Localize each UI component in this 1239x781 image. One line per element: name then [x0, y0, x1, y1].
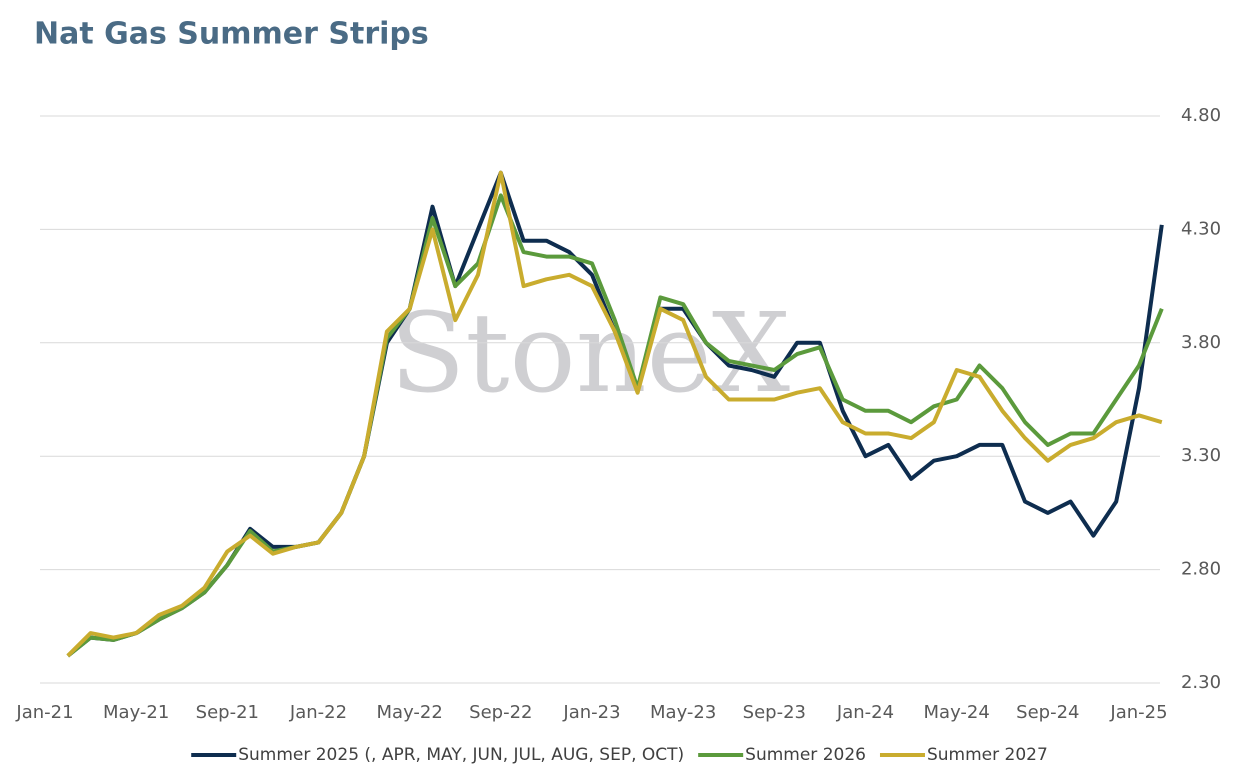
x-tick-label: May-23 — [650, 702, 716, 723]
series-line — [66, 193, 1164, 658]
chart-title: Nat Gas Summer Strips — [34, 17, 429, 52]
x-tick-label: Sep-24 — [1016, 702, 1079, 723]
grid: 2.30 2.80 3.30 3.80 4.30 4.80 Jan-21 May-21 Sep-… — [15, 105, 1221, 723]
y-tick-label: 2.80 — [1181, 559, 1221, 580]
y-tick-label: 2.30 — [1181, 672, 1221, 693]
legend: Summer 2025 (, APR, MAY, JUN, JUL, AUG, … — [191, 745, 1048, 765]
legend-label: Summer 2027 — [927, 745, 1048, 765]
x-tick-label: Jan-25 — [1109, 702, 1167, 723]
legend-label: Summer 2025 (, APR, MAY, JUN, JUL, AUG, … — [238, 745, 684, 765]
x-tick-label: May-22 — [377, 702, 443, 723]
x-tick-label: May-21 — [103, 702, 169, 723]
plot — [66, 170, 1164, 658]
x-tick-label: Sep-21 — [196, 702, 259, 723]
legend-label: Summer 2026 — [745, 745, 866, 765]
series-line — [66, 170, 1163, 658]
x-tick-label: Jan-21 — [15, 702, 73, 723]
y-tick-label: 3.80 — [1181, 332, 1221, 353]
x-tick-label: Jan-23 — [562, 702, 620, 723]
x-tick-label: Sep-22 — [469, 702, 532, 723]
y-tick-label: 4.30 — [1181, 218, 1221, 239]
x-tick-label: Sep-23 — [743, 702, 806, 723]
x-tick-label: Jan-22 — [289, 702, 347, 723]
x-tick-label: May-24 — [924, 702, 990, 723]
y-tick-label: 3.30 — [1181, 445, 1221, 466]
x-tick-label: Jan-24 — [836, 702, 894, 723]
y-tick-label: 4.80 — [1181, 105, 1221, 126]
